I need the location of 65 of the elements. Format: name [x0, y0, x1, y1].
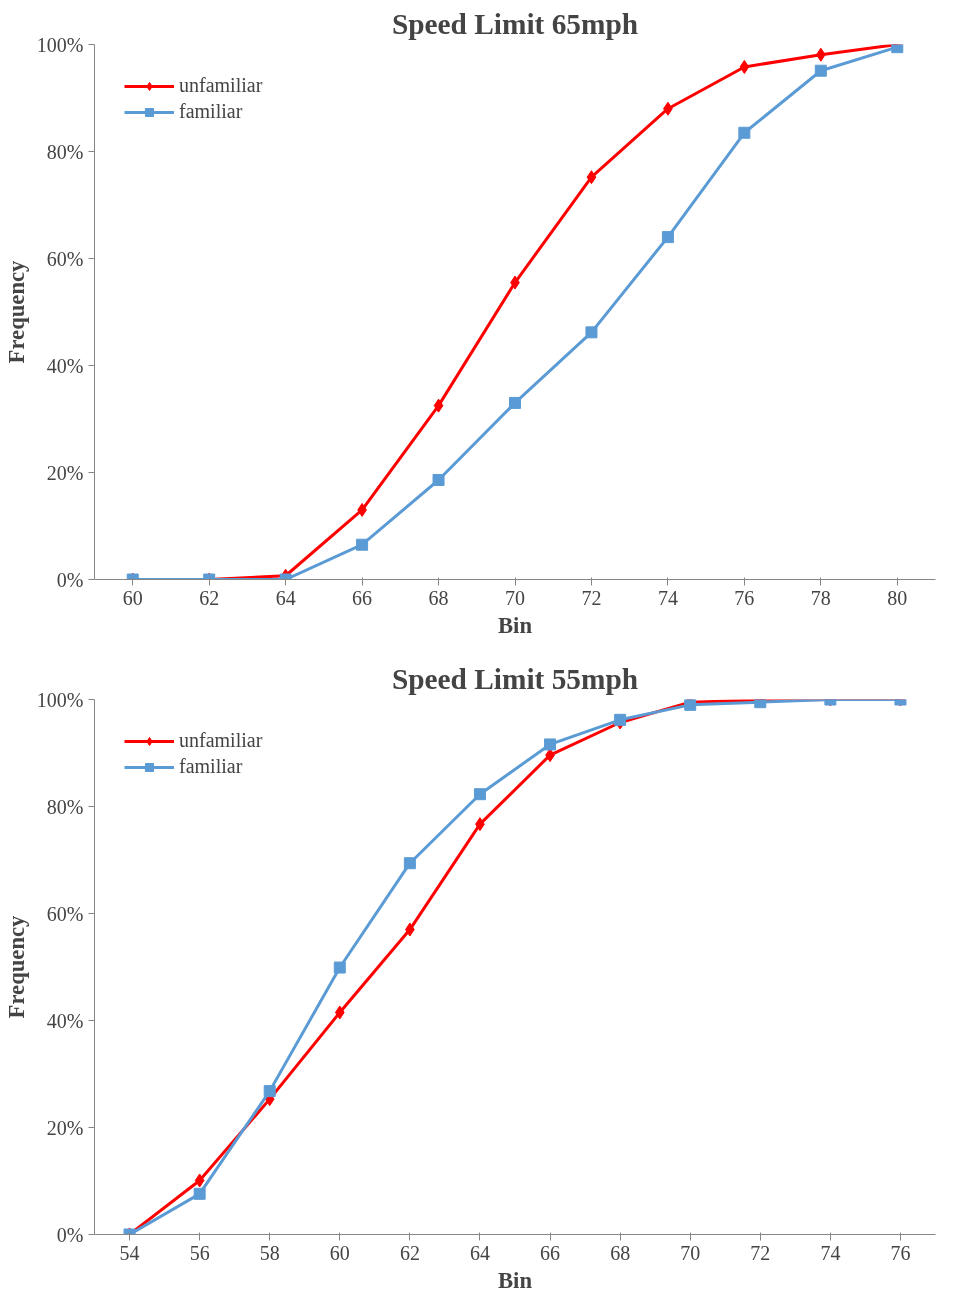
point: [334, 1005, 345, 1020]
y-tick-label: 100%: [36, 688, 84, 711]
x-tick-label: 70: [680, 1241, 701, 1264]
x-tick-label: 72: [581, 586, 602, 609]
legend-label: familiar: [179, 755, 243, 778]
x-tick-label: 74: [820, 1241, 841, 1264]
point: [509, 396, 521, 409]
legend-label: unfamiliar: [179, 729, 263, 752]
point: [814, 64, 827, 77]
y-tick-label: 40%: [46, 1009, 84, 1032]
x-tick-label: 54: [119, 1241, 140, 1264]
point: [356, 538, 369, 551]
x-tick-label: 80: [887, 586, 908, 609]
point: [815, 47, 826, 62]
x-axis-title: Bin: [498, 612, 533, 638]
y-tick-label: 60%: [46, 247, 84, 270]
x-tick-label: 66: [352, 586, 373, 609]
point: [661, 231, 674, 244]
point: [193, 1187, 206, 1200]
point: [403, 857, 416, 870]
point: [432, 473, 445, 486]
y-tick-label: 80%: [46, 795, 84, 818]
point: [263, 1085, 276, 1098]
x-tick-label: 74: [657, 586, 678, 609]
y-tick-label: 0%: [56, 1223, 84, 1246]
point: [333, 961, 346, 974]
x-tick-label: 64: [275, 586, 296, 609]
x-tick-label: 56: [189, 1241, 210, 1264]
legend-label: unfamiliar: [179, 74, 263, 97]
point: [433, 398, 444, 413]
y-tick-label: 0%: [56, 568, 84, 591]
x-tick-label: 68: [428, 586, 449, 609]
point: [473, 788, 486, 801]
y-axis-title: Frequency: [3, 259, 29, 364]
point: [586, 170, 597, 185]
y-tick-label: 40%: [46, 354, 84, 377]
chart-title: Speed Limit 55mph: [391, 662, 639, 695]
x-tick-label: 72: [750, 1241, 771, 1264]
x-tick-label: 76: [890, 1241, 911, 1264]
legend-label: familiar: [179, 100, 243, 123]
x-tick-label: 60: [329, 1241, 350, 1264]
x-axis-title: Bin: [498, 1267, 533, 1293]
y-tick-label: 20%: [46, 461, 84, 484]
x-tick-label: 66: [540, 1241, 561, 1264]
x-tick-label: 68: [610, 1241, 631, 1264]
y-tick-label: 20%: [46, 1116, 84, 1139]
y-tick-label: 100%: [36, 33, 84, 56]
point: [614, 713, 627, 726]
y-axis-title: Frequency: [3, 914, 29, 1019]
point: [194, 1173, 205, 1188]
y-tick-label: 60%: [46, 902, 84, 925]
point: [738, 126, 751, 139]
x-tick-label: 58: [259, 1241, 280, 1264]
x-tick-label: 62: [199, 586, 220, 609]
x-tick-label: 62: [399, 1241, 420, 1264]
point: [585, 326, 598, 339]
x-tick-label: 64: [469, 1241, 490, 1264]
x-tick-label: 70: [505, 586, 525, 609]
chart-title: Speed Limit 65mph: [391, 7, 639, 40]
x-tick-label: 78: [810, 586, 831, 609]
x-tick-label: 76: [734, 586, 755, 609]
y-tick-label: 80%: [46, 140, 84, 163]
point: [544, 738, 557, 751]
x-tick-label: 60: [122, 586, 143, 609]
point: [739, 59, 750, 74]
